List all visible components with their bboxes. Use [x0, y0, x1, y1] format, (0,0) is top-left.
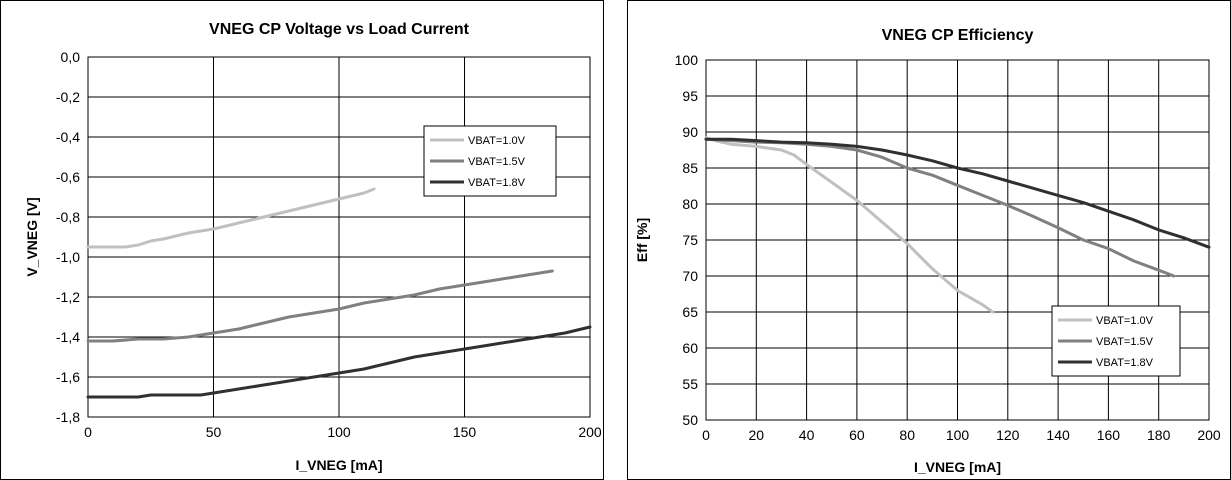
- y-tick-label: 70: [682, 268, 698, 284]
- y-axis-label: V_VNEG [V]: [24, 197, 40, 276]
- y-tick-label: -0,2: [56, 89, 80, 105]
- series-line-1: [86, 187, 376, 249]
- y-tick-label: 50: [682, 412, 698, 428]
- x-tick-label: 80: [899, 427, 915, 443]
- x-tick-label: 60: [849, 427, 865, 443]
- legend-label: VBAT=1.8V: [468, 177, 526, 189]
- series-line-3: [86, 325, 592, 399]
- series-line-2: [86, 269, 554, 343]
- y-tick-label: -1,2: [56, 289, 80, 305]
- x-axis-label: I_VNEG [mA]: [295, 457, 382, 473]
- legend: VBAT=1.0V VBAT=1.5V VBAT=1.8V: [1051, 305, 1181, 377]
- x-tick-label: 0: [84, 424, 92, 440]
- y-tick-label: 100: [675, 52, 699, 68]
- y-tick-label: -1,4: [56, 329, 80, 345]
- legend-label: VBAT=1.5V: [1096, 336, 1154, 348]
- x-tick-label: 40: [799, 427, 815, 443]
- x-tick-label: 50: [206, 424, 222, 440]
- y-tick-label: 60: [682, 340, 698, 356]
- y-axis-label: Eff [%]: [634, 218, 650, 262]
- y-tick-label: 80: [682, 196, 698, 212]
- y-tick-label: 65: [682, 304, 698, 320]
- x-tick-label: 20: [749, 427, 765, 443]
- y-tick-label: 85: [682, 160, 698, 176]
- x-tick-label: 100: [946, 427, 970, 443]
- voltage-chart: VNEG CP Voltage vs Load Current 0 50 100 150…: [0, 0, 604, 480]
- legend-label: VBAT=1.0V: [468, 135, 526, 147]
- x-tick-label: 0: [702, 427, 710, 443]
- y-tick-label: -1,8: [56, 409, 80, 425]
- x-axis-label: I_VNEG [mA]: [914, 459, 1001, 475]
- y-tick-label: 0,0: [61, 49, 81, 65]
- series-line-1: [704, 136, 995, 314]
- chart-title: VNEG CP Efficiency: [882, 27, 1034, 44]
- y-tick-label: -0,6: [56, 169, 80, 185]
- x-tick-label: 150: [453, 424, 477, 440]
- y-tick-label: 75: [682, 232, 698, 248]
- legend-label: VBAT=1.5V: [468, 156, 526, 168]
- voltage-chart-panel: VNEG CP Voltage vs Load Current 0 50 100 150…: [0, 0, 604, 480]
- x-tick-label: 100: [327, 424, 351, 440]
- legend-label: VBAT=1.8V: [1096, 357, 1154, 369]
- y-tick-label: 95: [682, 88, 698, 104]
- y-tick-label: -0,4: [56, 129, 80, 145]
- efficiency-chart-panel: VNEG CP Efficiency 0 20 40 60 80 100 120 140 160 1…: [627, 0, 1231, 480]
- x-tick-label: 180: [1147, 427, 1171, 443]
- series-line-3: [704, 137, 1211, 249]
- x-tick-label: 200: [578, 424, 602, 440]
- legend: VBAT=1.0V VBAT=1.5V VBAT=1.8V: [423, 125, 557, 197]
- x-tick-label: 200: [1197, 427, 1221, 443]
- x-tick-label: 120: [996, 427, 1020, 443]
- y-tick-label: -1,0: [56, 249, 80, 265]
- legend-label: VBAT=1.0V: [1096, 315, 1154, 327]
- y-tick-label: 90: [682, 124, 698, 140]
- y-tick-label: -1,6: [56, 369, 80, 385]
- chart-title: VNEG CP Voltage vs Load Current: [209, 21, 470, 38]
- x-tick-label: 140: [1046, 427, 1070, 443]
- y-tick-label: 55: [682, 376, 698, 392]
- x-tick-label: 160: [1097, 427, 1121, 443]
- efficiency-chart: VNEG CP Efficiency 0 20 40 60 80 100 120 140 160 1…: [627, 0, 1231, 480]
- y-tick-label: -0,8: [56, 209, 80, 225]
